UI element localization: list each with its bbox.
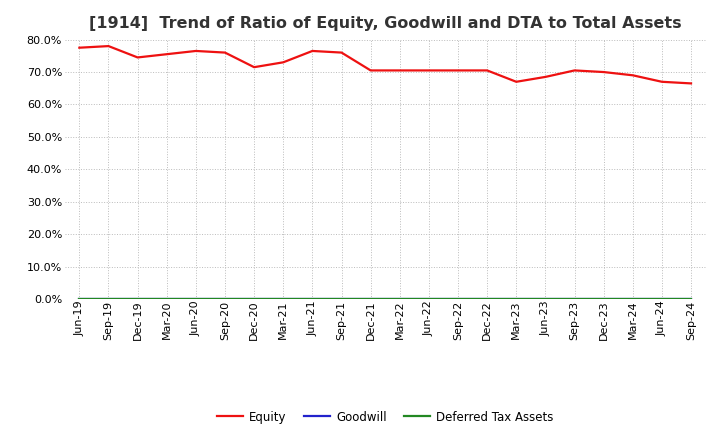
- Goodwill: [570, 297, 579, 302]
- Goodwill: [308, 297, 317, 302]
- Equity: [163, 51, 171, 57]
- Equity: [629, 73, 637, 78]
- Equity: [366, 68, 375, 73]
- Equity: [483, 68, 492, 73]
- Goodwill: [541, 297, 550, 302]
- Deferred Tax Assets: [687, 297, 696, 302]
- Deferred Tax Assets: [454, 297, 462, 302]
- Equity: [337, 50, 346, 55]
- Deferred Tax Assets: [337, 297, 346, 302]
- Goodwill: [454, 297, 462, 302]
- Deferred Tax Assets: [483, 297, 492, 302]
- Goodwill: [133, 297, 142, 302]
- Goodwill: [279, 297, 287, 302]
- Goodwill: [163, 297, 171, 302]
- Equity: [279, 60, 287, 65]
- Deferred Tax Assets: [104, 297, 113, 302]
- Equity: [75, 45, 84, 50]
- Deferred Tax Assets: [133, 297, 142, 302]
- Goodwill: [366, 297, 375, 302]
- Deferred Tax Assets: [220, 297, 229, 302]
- Deferred Tax Assets: [599, 297, 608, 302]
- Equity: [250, 65, 258, 70]
- Equity: [454, 68, 462, 73]
- Deferred Tax Assets: [541, 297, 550, 302]
- Deferred Tax Assets: [657, 297, 666, 302]
- Legend: Equity, Goodwill, Deferred Tax Assets: Equity, Goodwill, Deferred Tax Assets: [212, 406, 558, 428]
- Equity: [599, 70, 608, 75]
- Equity: [395, 68, 404, 73]
- Goodwill: [75, 297, 84, 302]
- Equity: [220, 50, 229, 55]
- Deferred Tax Assets: [250, 297, 258, 302]
- Deferred Tax Assets: [425, 297, 433, 302]
- Goodwill: [104, 297, 113, 302]
- Goodwill: [483, 297, 492, 302]
- Equity: [133, 55, 142, 60]
- Equity: [570, 68, 579, 73]
- Goodwill: [512, 297, 521, 302]
- Goodwill: [629, 297, 637, 302]
- Deferred Tax Assets: [570, 297, 579, 302]
- Deferred Tax Assets: [279, 297, 287, 302]
- Deferred Tax Assets: [192, 297, 200, 302]
- Equity: [657, 79, 666, 84]
- Deferred Tax Assets: [75, 297, 84, 302]
- Goodwill: [395, 297, 404, 302]
- Goodwill: [220, 297, 229, 302]
- Goodwill: [192, 297, 200, 302]
- Goodwill: [425, 297, 433, 302]
- Deferred Tax Assets: [629, 297, 637, 302]
- Equity: [687, 81, 696, 86]
- Line: Equity: Equity: [79, 46, 691, 84]
- Equity: [425, 68, 433, 73]
- Goodwill: [599, 297, 608, 302]
- Goodwill: [337, 297, 346, 302]
- Deferred Tax Assets: [512, 297, 521, 302]
- Goodwill: [687, 297, 696, 302]
- Deferred Tax Assets: [366, 297, 375, 302]
- Deferred Tax Assets: [308, 297, 317, 302]
- Goodwill: [657, 297, 666, 302]
- Equity: [308, 48, 317, 54]
- Equity: [541, 74, 550, 80]
- Equity: [512, 79, 521, 84]
- Equity: [192, 48, 200, 54]
- Deferred Tax Assets: [163, 297, 171, 302]
- Deferred Tax Assets: [395, 297, 404, 302]
- Goodwill: [250, 297, 258, 302]
- Title: [1914]  Trend of Ratio of Equity, Goodwill and DTA to Total Assets: [1914] Trend of Ratio of Equity, Goodwil…: [89, 16, 682, 32]
- Equity: [104, 44, 113, 49]
